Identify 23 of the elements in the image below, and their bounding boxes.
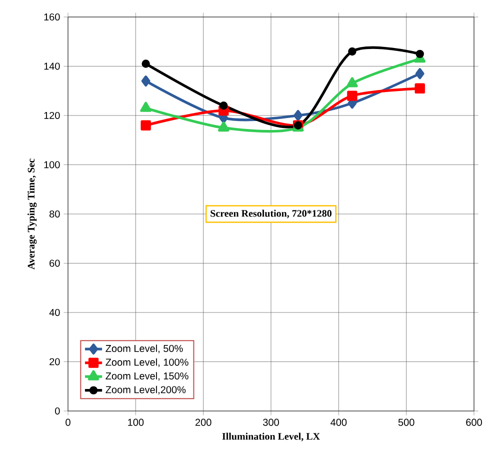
annotation: Screen Resolution, 720*1280: [210, 210, 332, 218]
x-tick-label: 0: [66, 418, 70, 426]
legend-label: Zoom Level, 150%: [106, 372, 188, 381]
y-tick-label: 20: [50, 358, 60, 366]
legend-label: Zoom Level, 50%: [106, 344, 183, 354]
y-axis-title: Average Typing Time, Sec: [28, 158, 37, 270]
legend-label: Zoom Level, 100%: [106, 358, 188, 367]
y-tick-label: 40: [49, 308, 60, 316]
legend-label: Zoom Level,200%: [106, 386, 186, 394]
y-tick-label: 140: [44, 62, 60, 70]
y-tick-label: 120: [44, 112, 60, 120]
y-tick-label: 160: [44, 13, 60, 21]
x-tick-label: 200: [195, 418, 212, 426]
x-tick-label: 400: [330, 418, 347, 426]
x-tick-label: 600: [466, 418, 482, 426]
x-tick-label: 100: [128, 418, 144, 426]
y-tick-label: 100: [44, 161, 60, 168]
y-tick-label: 60: [50, 260, 60, 267]
y-tick-label: 0: [55, 407, 60, 415]
y-tick-label: 80: [50, 210, 60, 218]
x-tick-label: 500: [398, 418, 414, 426]
x-axis-title: Illumination Level, LX: [222, 432, 320, 442]
x-tick-label: 300: [263, 418, 279, 426]
